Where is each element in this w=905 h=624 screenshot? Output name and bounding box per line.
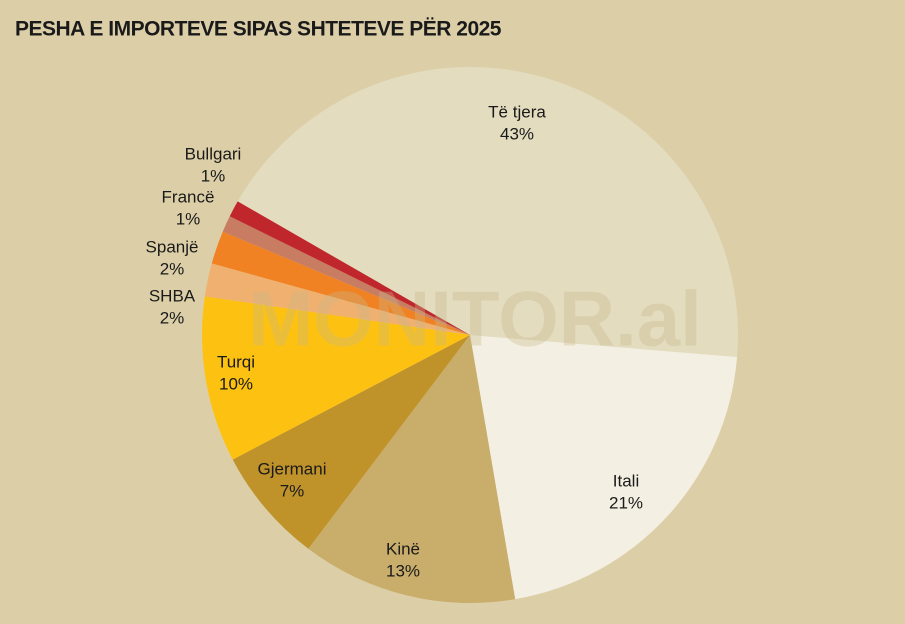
chart-title: PESHA E IMPORTEVE SIPAS SHTETEVE PËR 202… [15,18,502,41]
slice-label: Bullgari [185,144,242,163]
slice-label: Kinë [386,539,420,558]
pie [202,67,738,603]
value-label: 13% [386,561,420,580]
pie-slice [222,216,470,335]
pie-slice [308,335,516,603]
slice-label: Spanjë [146,237,199,256]
pie-slice [237,67,738,357]
value-label: 7% [280,481,305,500]
pie-slice [211,231,470,335]
watermark: MONITOR.al [248,275,702,363]
pie-slice [232,335,470,549]
pie-slice [470,335,738,600]
value-label: 21% [609,493,643,512]
pie-slice [202,296,470,460]
slice-label: SHBA [149,286,196,305]
slice-label: Francë [162,187,215,206]
pie-slice [204,263,471,335]
slice-label: Gjermani [258,459,327,478]
value-label: 10% [219,374,253,393]
slice-label: Të tjera [488,102,546,121]
value-label: 43% [500,124,534,143]
value-label: 2% [160,259,185,278]
value-label: 1% [201,166,226,185]
value-label: 1% [176,209,201,228]
slice-label: Itali [613,471,639,490]
slice-label: Turqi [217,352,255,371]
pie-slice [229,201,470,335]
value-label: 2% [160,308,185,327]
